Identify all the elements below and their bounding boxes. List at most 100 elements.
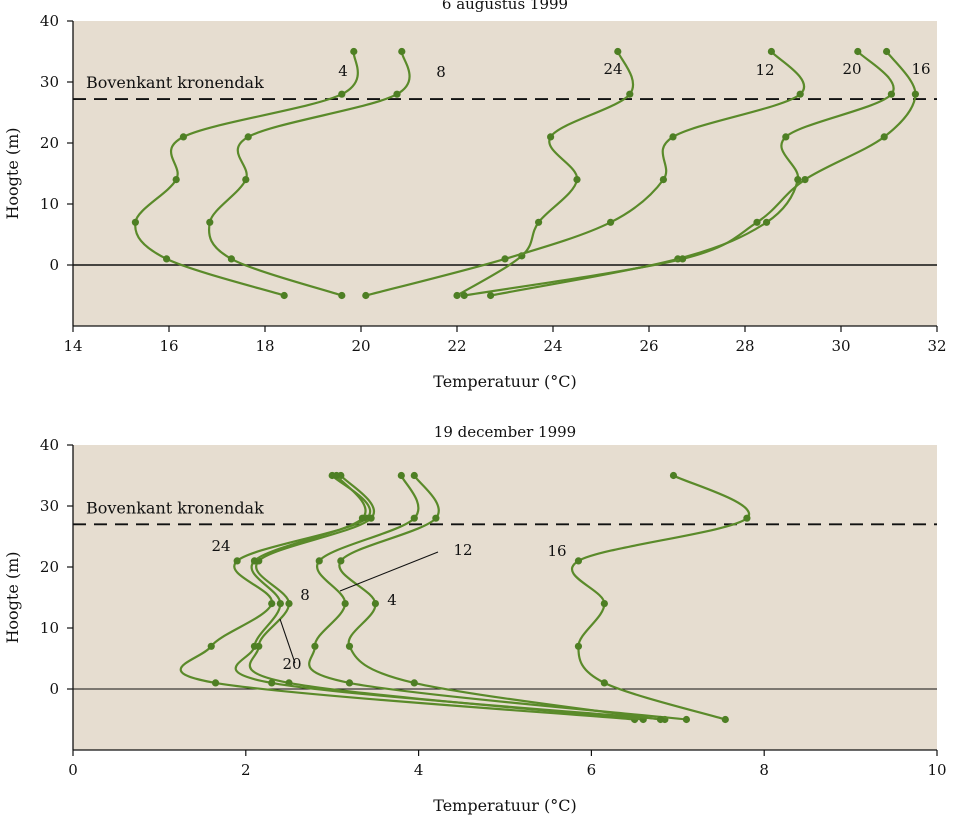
series-4 — [337, 471, 665, 724]
data-point — [656, 715, 665, 724]
data-point — [767, 47, 776, 56]
data-point — [453, 291, 461, 300]
series-group — [179, 471, 751, 724]
y-tick-label: 30 — [40, 73, 59, 91]
plot-area — [73, 445, 937, 750]
plot-area — [73, 21, 937, 326]
data-point — [350, 47, 358, 56]
x-tick-label: 30 — [831, 337, 850, 355]
data-point — [207, 642, 215, 650]
data-point — [367, 514, 375, 522]
data-point — [487, 291, 495, 300]
data-point — [338, 291, 346, 300]
x-tick-label: 18 — [255, 337, 274, 355]
series-label-8: 8 — [436, 63, 446, 81]
x-tick-label: 2 — [241, 761, 251, 779]
data-point — [362, 291, 370, 300]
data-point — [573, 176, 581, 184]
x-tick-label: 20 — [351, 337, 370, 355]
data-point — [794, 176, 802, 184]
data-point — [206, 218, 214, 226]
data-point — [410, 679, 418, 687]
data-point — [743, 514, 751, 522]
x-tick-label: 28 — [735, 337, 754, 355]
series-label-24: 24 — [603, 60, 622, 78]
series-label-4: 4 — [338, 62, 348, 80]
data-point — [669, 471, 678, 480]
data-point — [682, 715, 691, 724]
x-tick-label: 26 — [639, 337, 658, 355]
data-point — [460, 291, 468, 300]
data-point — [268, 679, 276, 687]
y-tick-label: 20 — [40, 134, 59, 152]
series-label-20: 20 — [282, 655, 301, 673]
series-label-24: 24 — [211, 537, 230, 555]
x-tick-label: 8 — [759, 761, 769, 779]
series-line — [308, 474, 688, 721]
label-leader-line — [279, 618, 296, 664]
data-point — [911, 90, 920, 98]
data-point — [796, 90, 804, 98]
y-tick-label: 20 — [40, 558, 59, 576]
data-point — [341, 600, 349, 608]
canopy-top-label: Bovenkant kronendak — [86, 498, 264, 517]
label-leader-line — [339, 551, 439, 592]
data-point — [244, 133, 252, 141]
series-label-16: 16 — [911, 60, 930, 78]
data-point — [131, 218, 139, 226]
data-point — [600, 679, 608, 687]
data-point — [285, 600, 293, 608]
data-point — [250, 557, 259, 565]
data-point — [801, 176, 809, 184]
data-point — [887, 90, 896, 98]
data-point — [880, 133, 888, 141]
data-point — [854, 47, 862, 56]
axes: 14 16 18 20 22 24 26 28 30 32 0 10 20 30 40 — [40, 12, 947, 355]
data-point — [311, 642, 319, 650]
series-label-12: 12 — [453, 541, 472, 559]
data-point — [679, 255, 687, 263]
series-label-4: 4 — [387, 591, 397, 609]
data-point — [574, 557, 583, 565]
chart-title: 19 december 1999 — [434, 423, 576, 441]
series-16 — [460, 47, 920, 300]
series-12 — [308, 471, 691, 724]
data-point — [371, 600, 379, 608]
data-point — [315, 557, 323, 565]
x-axis-title: Temperatuur (°C) — [433, 796, 576, 815]
data-point — [393, 90, 401, 98]
y-axis-title: Hoogte (m) — [3, 127, 22, 219]
data-point — [614, 47, 622, 56]
data-point — [227, 255, 235, 263]
data-point — [250, 642, 259, 650]
y-tick-label: 10 — [40, 195, 59, 213]
data-point — [763, 218, 771, 226]
series-12 — [362, 47, 805, 300]
y-tick-label: 40 — [40, 436, 59, 454]
data-point — [410, 471, 418, 480]
x-tick-label: 0 — [68, 761, 78, 779]
y-tick-label: 0 — [49, 256, 59, 274]
chart-panel-summer: 6 augustus 1999 14 16 18 20 22 24 26 28 30 32 0 10 2… — [3, 0, 947, 391]
data-point — [397, 471, 405, 480]
chart-title: 6 augustus 1999 — [442, 0, 568, 13]
data-point — [179, 133, 187, 141]
data-point — [753, 218, 761, 226]
data-point — [626, 90, 634, 98]
series-4 — [131, 47, 359, 300]
data-point — [574, 642, 583, 650]
data-point — [276, 600, 284, 608]
y-tick-label: 10 — [40, 619, 59, 637]
series-label-12: 12 — [755, 61, 774, 79]
data-point — [345, 679, 354, 687]
data-point — [332, 471, 341, 480]
data-point — [358, 514, 367, 522]
x-axis-title: Temperatuur (°C) — [433, 372, 576, 391]
series-group — [131, 47, 920, 300]
data-point — [398, 47, 406, 56]
x-tick-label: 16 — [159, 337, 178, 355]
y-axis-title: Hoogte (m) — [3, 551, 22, 643]
